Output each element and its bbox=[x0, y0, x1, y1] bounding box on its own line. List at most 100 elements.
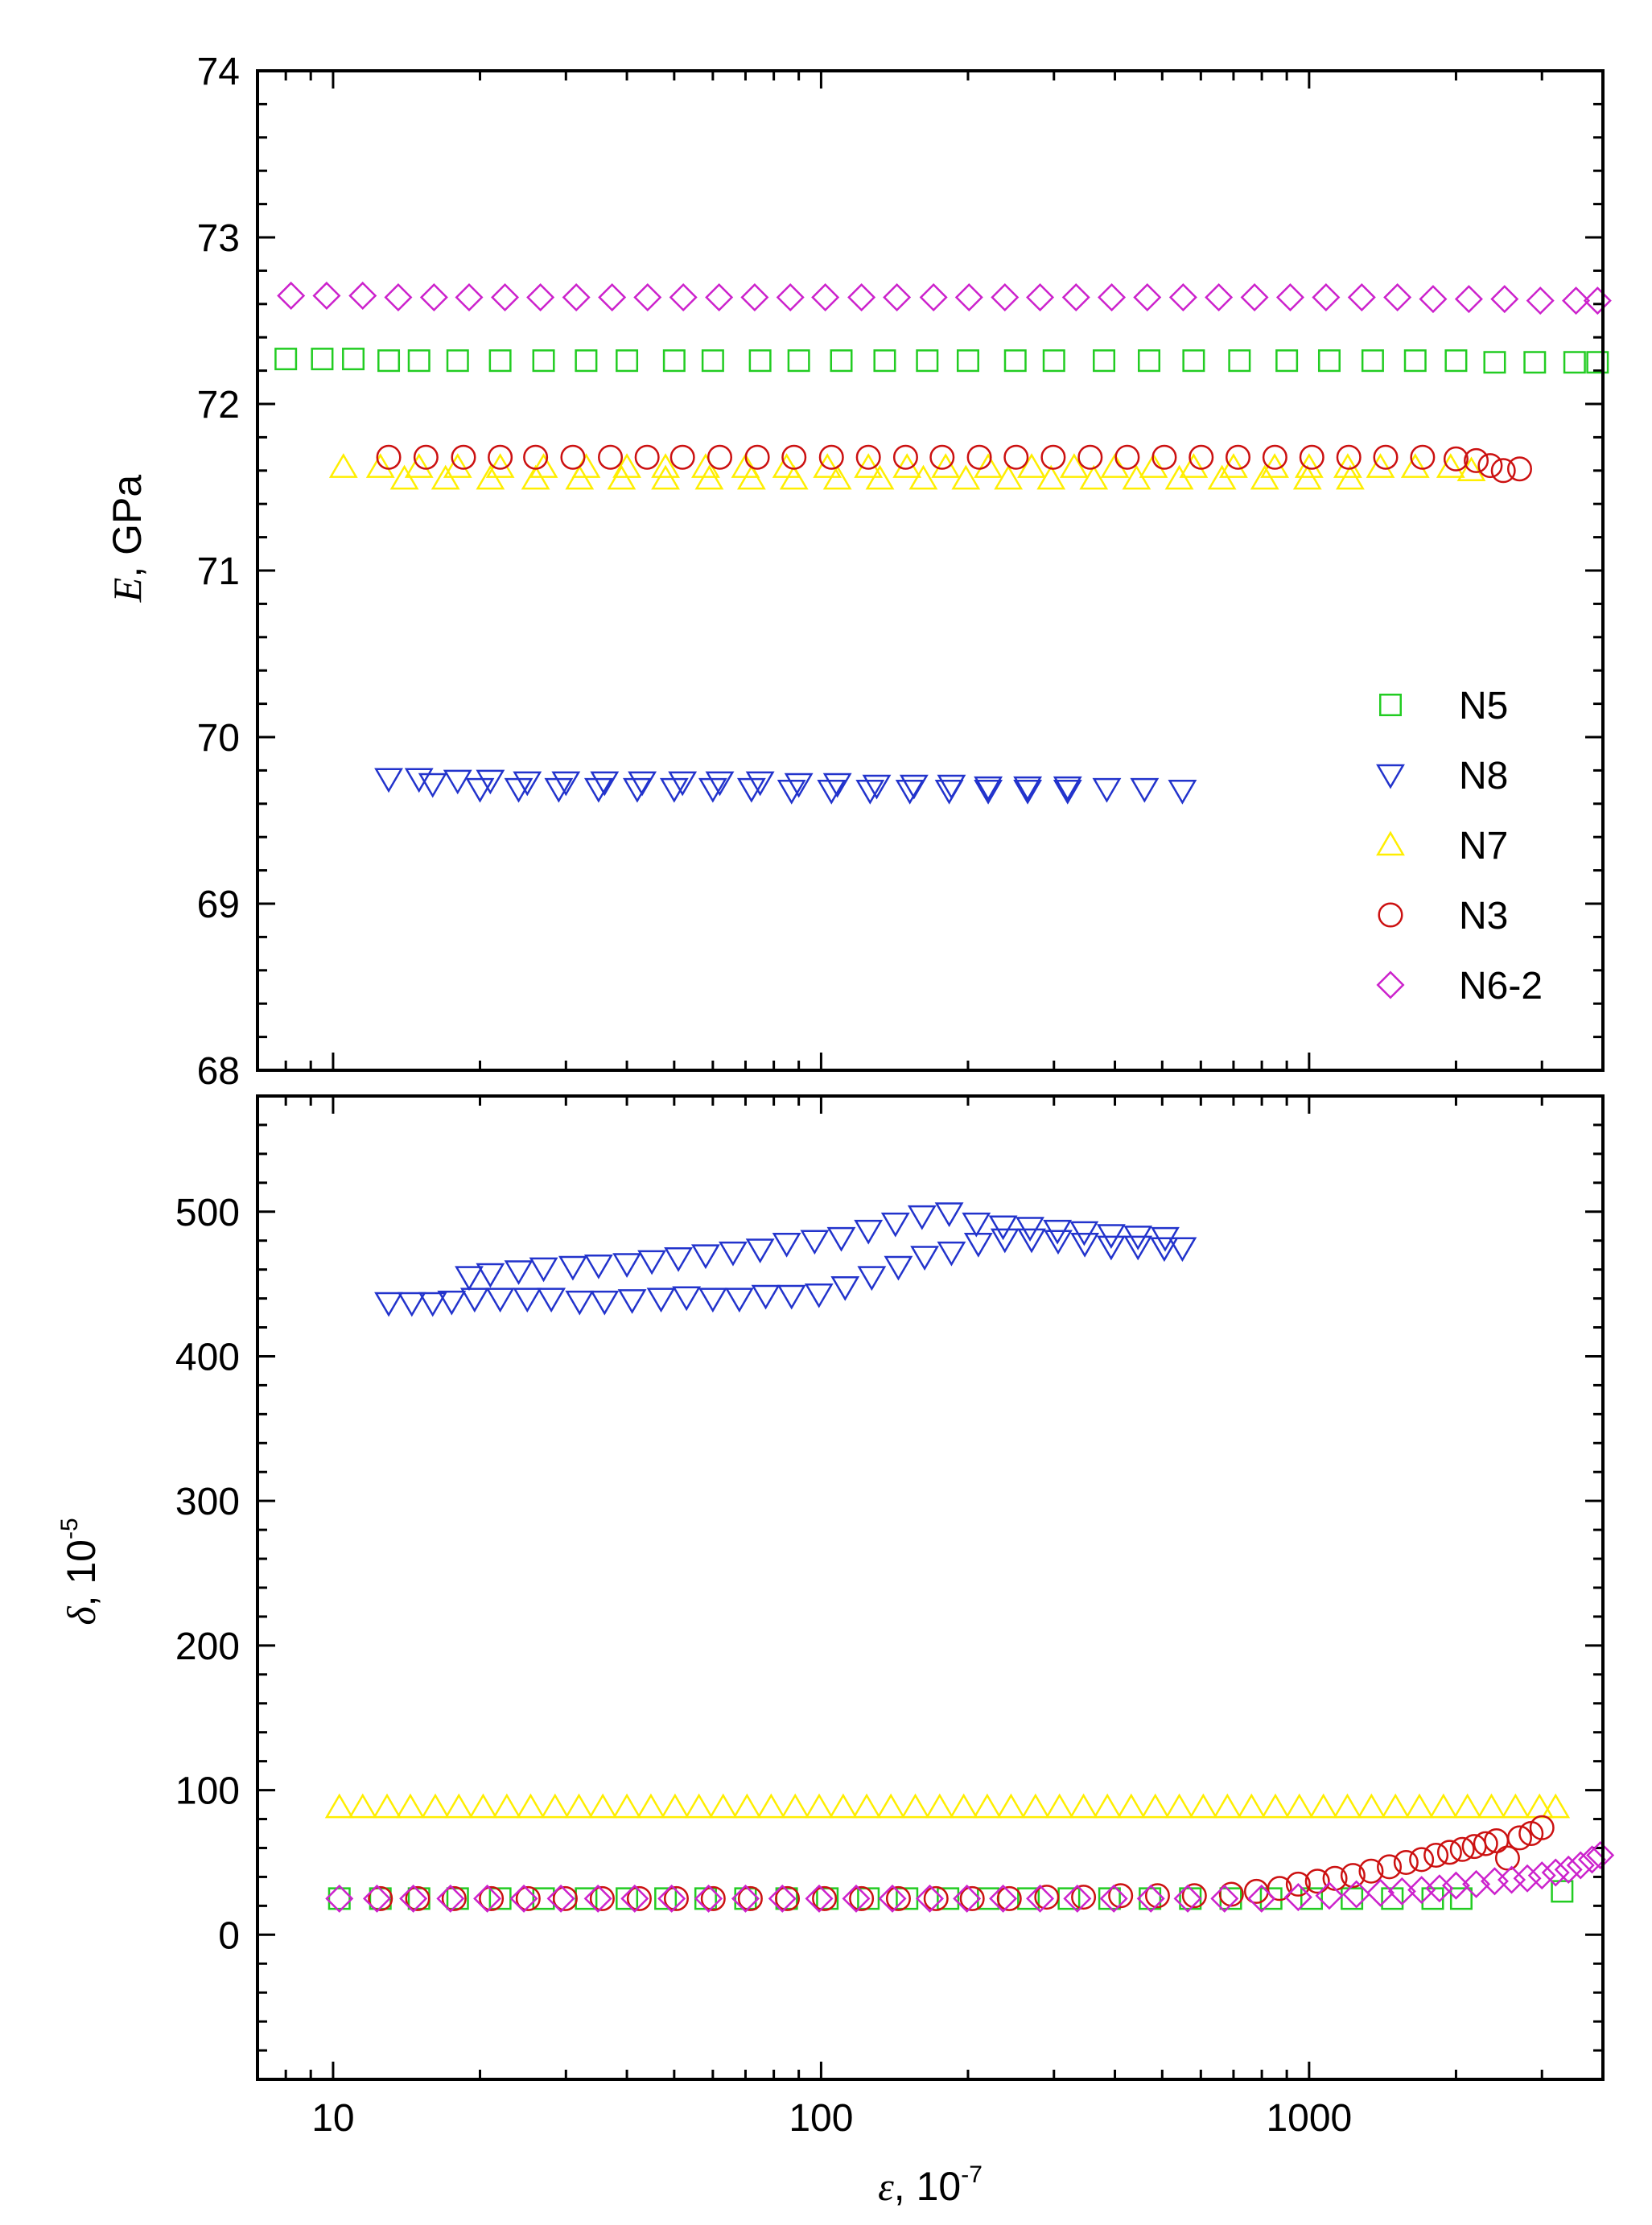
modulus-point-n8 bbox=[551, 771, 581, 797]
damping-y-tick-label: 400 bbox=[175, 1336, 240, 1378]
modulus-point-n5 bbox=[1228, 349, 1251, 373]
damping-point-n7 bbox=[1213, 1793, 1242, 1819]
modulus-point-n5 bbox=[873, 349, 896, 373]
damping-point-n8 bbox=[455, 1266, 484, 1292]
modulus-point-n3 bbox=[1299, 444, 1324, 470]
damping-point-n8 bbox=[476, 1263, 505, 1288]
strain-x-axis-title: ε, 10-7 bbox=[878, 2161, 983, 2209]
damping-point-n6-2 bbox=[878, 1884, 907, 1913]
damping-point-n6-2 bbox=[953, 1884, 982, 1913]
damping-point-n6-2 bbox=[325, 1884, 354, 1913]
modulus-point-n6-2 bbox=[1168, 283, 1197, 312]
damping-point-n8 bbox=[529, 1257, 558, 1283]
damping-point-n7 bbox=[900, 1793, 930, 1819]
modulus-point-n6-2 bbox=[1133, 283, 1162, 312]
damping-point-n7 bbox=[492, 1793, 521, 1819]
damping-point-n8 bbox=[907, 1205, 937, 1230]
damping-point-n8 bbox=[612, 1253, 641, 1278]
modulus-point-n7 bbox=[1059, 453, 1089, 478]
modulus-plot-frame bbox=[256, 69, 1605, 1072]
damping-point-n7 bbox=[972, 1793, 1002, 1819]
modulus-point-n7 bbox=[431, 464, 460, 490]
damping-point-n7 bbox=[852, 1793, 881, 1819]
modulus-point-n6-2 bbox=[991, 283, 1020, 312]
damping-point-n3 bbox=[1377, 1854, 1403, 1880]
damping-point-n8 bbox=[937, 1241, 966, 1267]
damping-point-n6-2 bbox=[842, 1884, 871, 1913]
modulus-y-tick-label: 72 bbox=[197, 384, 240, 426]
legend-marker-n3 bbox=[1378, 902, 1403, 928]
damping-point-n8 bbox=[1070, 1233, 1100, 1258]
damping-point-n3 bbox=[959, 1885, 985, 1911]
modulus-point-n6-2 bbox=[1275, 283, 1304, 312]
modulus-point-n5 bbox=[1317, 349, 1341, 373]
modulus-point-n8 bbox=[1053, 776, 1082, 801]
modulus-point-n7 bbox=[694, 464, 724, 490]
damping-point-n6-2 bbox=[1541, 1858, 1570, 1887]
modulus-point-n7 bbox=[1250, 464, 1279, 490]
damping-point-n8 bbox=[374, 1292, 403, 1317]
damping-point-n6-2 bbox=[1513, 1864, 1542, 1893]
modulus-point-n7 bbox=[1366, 453, 1395, 478]
damping-point-n7 bbox=[732, 1793, 762, 1819]
modulus-point-n8 bbox=[855, 779, 885, 805]
damping-point-n8 bbox=[1017, 1228, 1046, 1254]
modulus-point-n8 bbox=[590, 771, 620, 797]
modulus-point-n6-2 bbox=[419, 283, 448, 312]
modulus-point-n8 bbox=[418, 773, 447, 798]
damping-point-n8 bbox=[772, 1233, 801, 1258]
damping-point-n7 bbox=[324, 1793, 354, 1819]
modulus-point-n3 bbox=[1040, 444, 1066, 470]
modulus-point-n5 bbox=[916, 349, 939, 373]
damping-y-tick-label: 500 bbox=[175, 1192, 240, 1234]
damping-point-n7 bbox=[1428, 1793, 1458, 1819]
strain-x-axis-exponent: -7 bbox=[961, 2161, 983, 2188]
damping-point-n8 bbox=[804, 1283, 834, 1308]
damping-point-n8 bbox=[1150, 1237, 1179, 1263]
modulus-y-tick-label: 73 bbox=[197, 217, 240, 260]
legend: N5 N8 N7 N3 N6-2 bbox=[1376, 685, 1543, 1007]
damping-point-n7 bbox=[1284, 1793, 1314, 1819]
modulus-point-n5 bbox=[488, 349, 512, 373]
legend-item-n6-2: N6-2 bbox=[1376, 965, 1543, 1007]
modulus-point-n3 bbox=[1189, 444, 1214, 470]
damping-point-n5 bbox=[1551, 1880, 1574, 1903]
damping-point-n8 bbox=[1096, 1224, 1126, 1249]
damping-point-n8 bbox=[1069, 1221, 1099, 1246]
damping-point-n5 bbox=[616, 1887, 639, 1910]
damping-point-n8 bbox=[884, 1255, 913, 1281]
modulus-point-n5 bbox=[1403, 349, 1427, 373]
legend-label-n3: N3 bbox=[1459, 895, 1508, 937]
legend-marker-n5 bbox=[1379, 694, 1402, 716]
damping-point-n8 bbox=[485, 1288, 515, 1313]
modulus-point-n6-2 bbox=[1454, 285, 1483, 314]
modulus-point-n7 bbox=[365, 453, 395, 478]
damping-point-n8 bbox=[777, 1284, 806, 1310]
modulus-point-n7 bbox=[1294, 453, 1324, 478]
modulus-point-n6-2 bbox=[348, 281, 377, 310]
modulus-point-n5 bbox=[446, 349, 469, 373]
damping-point-n8 bbox=[513, 1288, 542, 1313]
damping-point-n7 bbox=[1069, 1793, 1098, 1819]
modulus-point-n8 bbox=[822, 773, 852, 798]
damping-point-n8 bbox=[800, 1230, 830, 1255]
damping-point-n3 bbox=[1034, 1885, 1060, 1910]
modulus-point-n8 bbox=[513, 771, 542, 797]
damping-point-n3 bbox=[1529, 1815, 1555, 1840]
damping-point-n3 bbox=[885, 1885, 911, 1911]
damping-point-n3 bbox=[1423, 1842, 1449, 1868]
damping-point-n7 bbox=[1020, 1793, 1050, 1819]
modulus-series-n3 bbox=[376, 444, 1532, 484]
modulus-point-n3 bbox=[781, 444, 807, 470]
modulus-point-n6-2 bbox=[455, 283, 484, 312]
damping-point-n6-2 bbox=[362, 1884, 391, 1913]
damping-point-n3 bbox=[737, 1885, 763, 1911]
damping-point-n7 bbox=[1308, 1793, 1338, 1819]
modulus-point-n8 bbox=[777, 779, 806, 805]
damping-point-n6-2 bbox=[1026, 1884, 1055, 1913]
damping-point-n3 bbox=[1267, 1876, 1292, 1902]
damping-y-tick-label: 200 bbox=[175, 1625, 240, 1668]
modulus-point-n8 bbox=[817, 779, 847, 805]
modulus-point-n7 bbox=[521, 464, 550, 490]
modulus-point-n7 bbox=[822, 464, 852, 490]
